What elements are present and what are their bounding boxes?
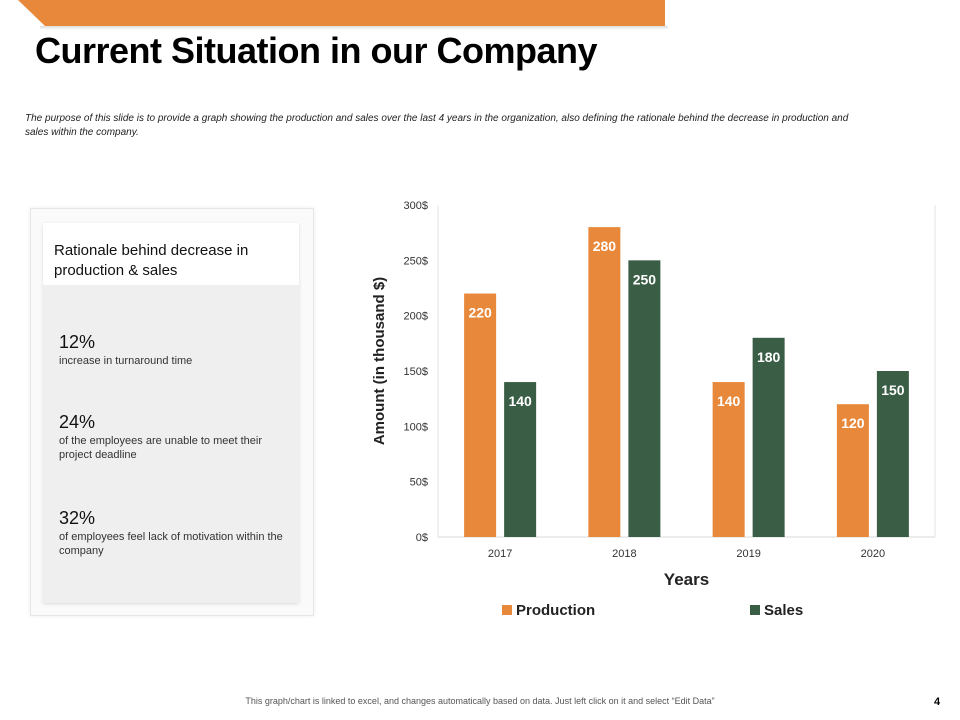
- bar-value-label: 150: [881, 382, 905, 398]
- bar-sales: [876, 371, 909, 537]
- bar-value-label: 250: [633, 271, 657, 287]
- stat-description: of employees feel lack of motivation wit…: [59, 531, 283, 557]
- x-tick-label: 2020: [861, 548, 885, 560]
- rationale-title: Rationale behind decrease in production …: [54, 242, 249, 279]
- x-axis-title: Years: [664, 570, 709, 589]
- legend-swatch-sales: [750, 605, 760, 615]
- stat-description: increase in turnaround time: [59, 355, 193, 367]
- stat-item: 12% increase in turnaround time: [59, 331, 289, 368]
- legend-label: Sales: [764, 602, 803, 619]
- stat-value: 24%: [59, 412, 96, 432]
- bar-sales: [752, 337, 785, 537]
- stat-description: of the employees are unable to meet thei…: [59, 435, 263, 461]
- bar-value-label: 140: [508, 393, 532, 409]
- bar-value-label: 120: [841, 415, 865, 431]
- bar-production: [588, 227, 621, 537]
- y-tick-label: 50$: [410, 477, 428, 489]
- x-tick-label: 2018: [612, 548, 636, 560]
- bar-value-label: 220: [468, 305, 492, 321]
- legend-swatch-production: [502, 605, 512, 615]
- rationale-panel: Rationale behind decrease in production …: [30, 208, 314, 616]
- page-title: Current Situation in our Company: [35, 30, 598, 71]
- bar-production: [464, 293, 497, 537]
- legend-label: Production: [516, 602, 595, 619]
- bar-production: [712, 382, 745, 537]
- y-tick-label: 250$: [404, 255, 428, 267]
- rationale-header: Rationale behind decrease in production …: [43, 223, 299, 285]
- bar-chart[interactable]: 0$ 50$ 100$ 150$ 200$ 250$ 300$ 220 140 2017 280 25…: [360, 192, 950, 642]
- top-accent-bar: [0, 0, 665, 26]
- rationale-card: Rationale behind decrease in production …: [43, 223, 299, 603]
- y-tick-label: 300$: [404, 200, 428, 212]
- bar-value-label: 140: [717, 393, 741, 409]
- y-tick-label: 200$: [404, 311, 428, 323]
- page-number: 4: [934, 696, 941, 708]
- y-tick-label: 100$: [404, 421, 428, 433]
- footnote: This graph/chart is linked to excel, and…: [245, 696, 715, 706]
- bar-sales: [628, 260, 661, 537]
- x-tick-label: 2017: [488, 548, 512, 560]
- bar-value-label: 180: [757, 349, 781, 365]
- stat-item: 24% of the employees are unable to meet …: [59, 411, 289, 462]
- y-tick-label: 150$: [404, 366, 428, 378]
- top-accent-shadow: [40, 26, 668, 30]
- bar-value-label: 280: [593, 238, 617, 254]
- y-axis-title: Amount (in thousand $): [371, 277, 388, 445]
- x-tick-label: 2019: [736, 548, 760, 560]
- intro-text: The purpose of this slide is to provide …: [25, 113, 849, 138]
- bar-production: [836, 404, 869, 537]
- stat-value: 32%: [59, 508, 96, 528]
- stat-value: 12%: [59, 332, 96, 352]
- stat-item: 32% of employees feel lack of motivation…: [59, 507, 289, 558]
- bar-sales: [504, 382, 537, 537]
- y-tick-label: 0$: [416, 532, 428, 544]
